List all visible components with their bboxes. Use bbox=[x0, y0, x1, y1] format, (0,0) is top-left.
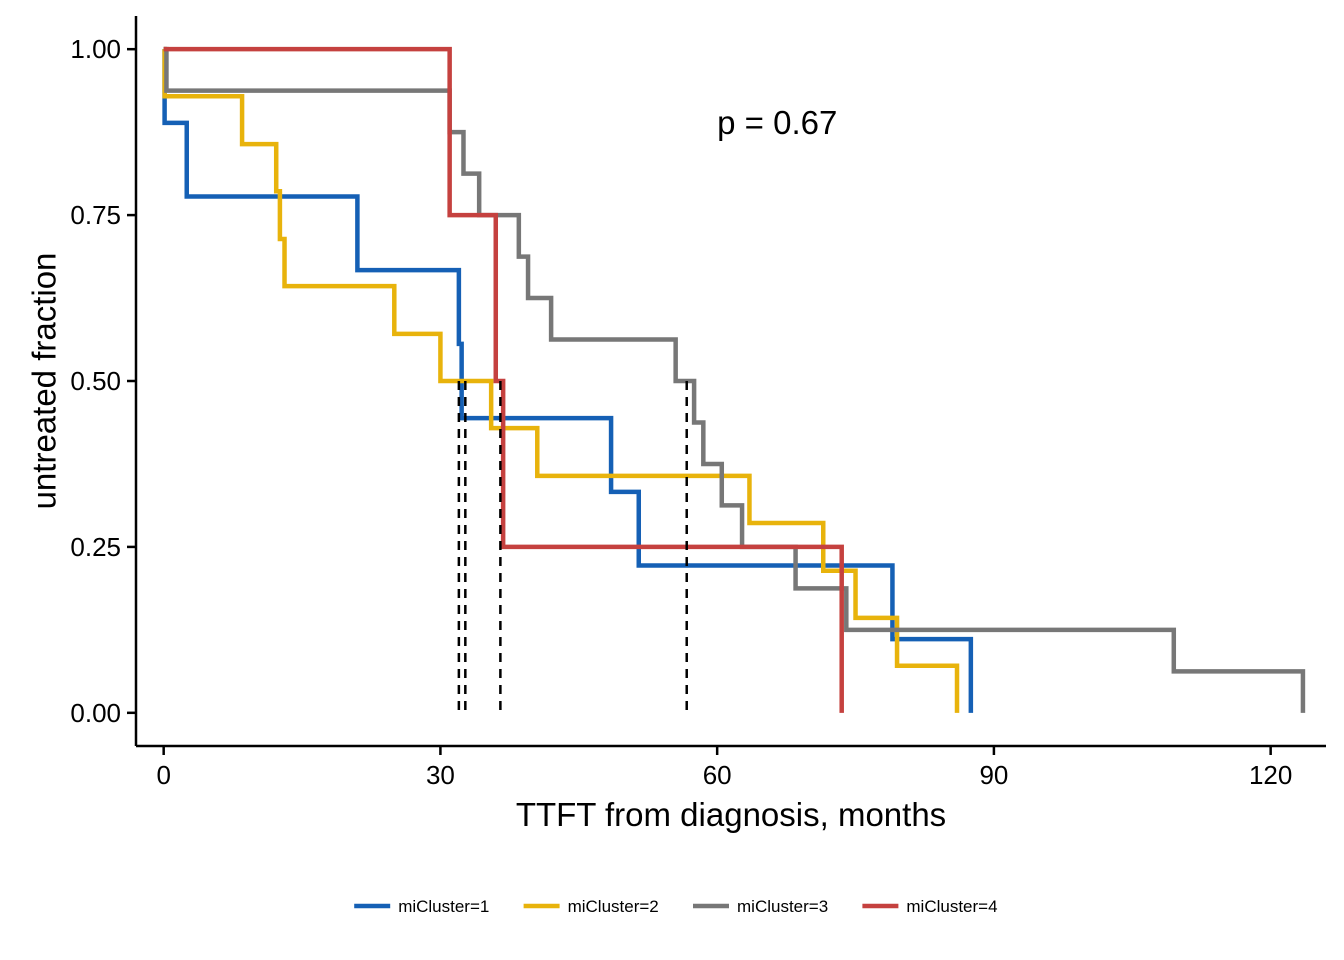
survival-curves bbox=[162, 46, 1306, 713]
series-line-2 bbox=[162, 46, 960, 713]
y-axis-title: untreated fraction bbox=[26, 253, 63, 510]
median-lines bbox=[457, 381, 688, 713]
series-line-1 bbox=[162, 46, 974, 713]
series-line-4 bbox=[163, 46, 844, 713]
x-tick-label-30: 30 bbox=[426, 760, 455, 790]
p-value-annotation: p = 0.67 bbox=[717, 104, 837, 141]
x-tick-label-60: 60 bbox=[703, 760, 732, 790]
legend-label-3: miCluster=3 bbox=[737, 897, 828, 916]
y-tick-label-1.00: 1.00 bbox=[70, 34, 121, 64]
y-tick-label-0.50: 0.50 bbox=[70, 366, 121, 396]
legend-label-4: miCluster=4 bbox=[906, 897, 997, 916]
axes: 0 30 60 90 120 0.00 0.25 0.50 0.75 1.00 bbox=[70, 16, 1326, 790]
legend-label-2: miCluster=2 bbox=[568, 897, 659, 916]
legend: miCluster=1 miCluster=2 miCluster=3 miClust… bbox=[354, 897, 998, 916]
y-tick-label-0.25: 0.25 bbox=[70, 532, 121, 562]
x-tick-label-90: 90 bbox=[979, 760, 1008, 790]
legend-label-1: miCluster=1 bbox=[398, 897, 489, 916]
y-tick-label-0.75: 0.75 bbox=[70, 200, 121, 230]
series-line-3 bbox=[163, 46, 1306, 713]
x-tick-label-0: 0 bbox=[156, 760, 170, 790]
y-tick-label-0.00: 0.00 bbox=[70, 698, 121, 728]
x-axis-title: TTFT from diagnosis, months bbox=[516, 796, 946, 833]
x-tick-label-120: 120 bbox=[1249, 760, 1292, 790]
